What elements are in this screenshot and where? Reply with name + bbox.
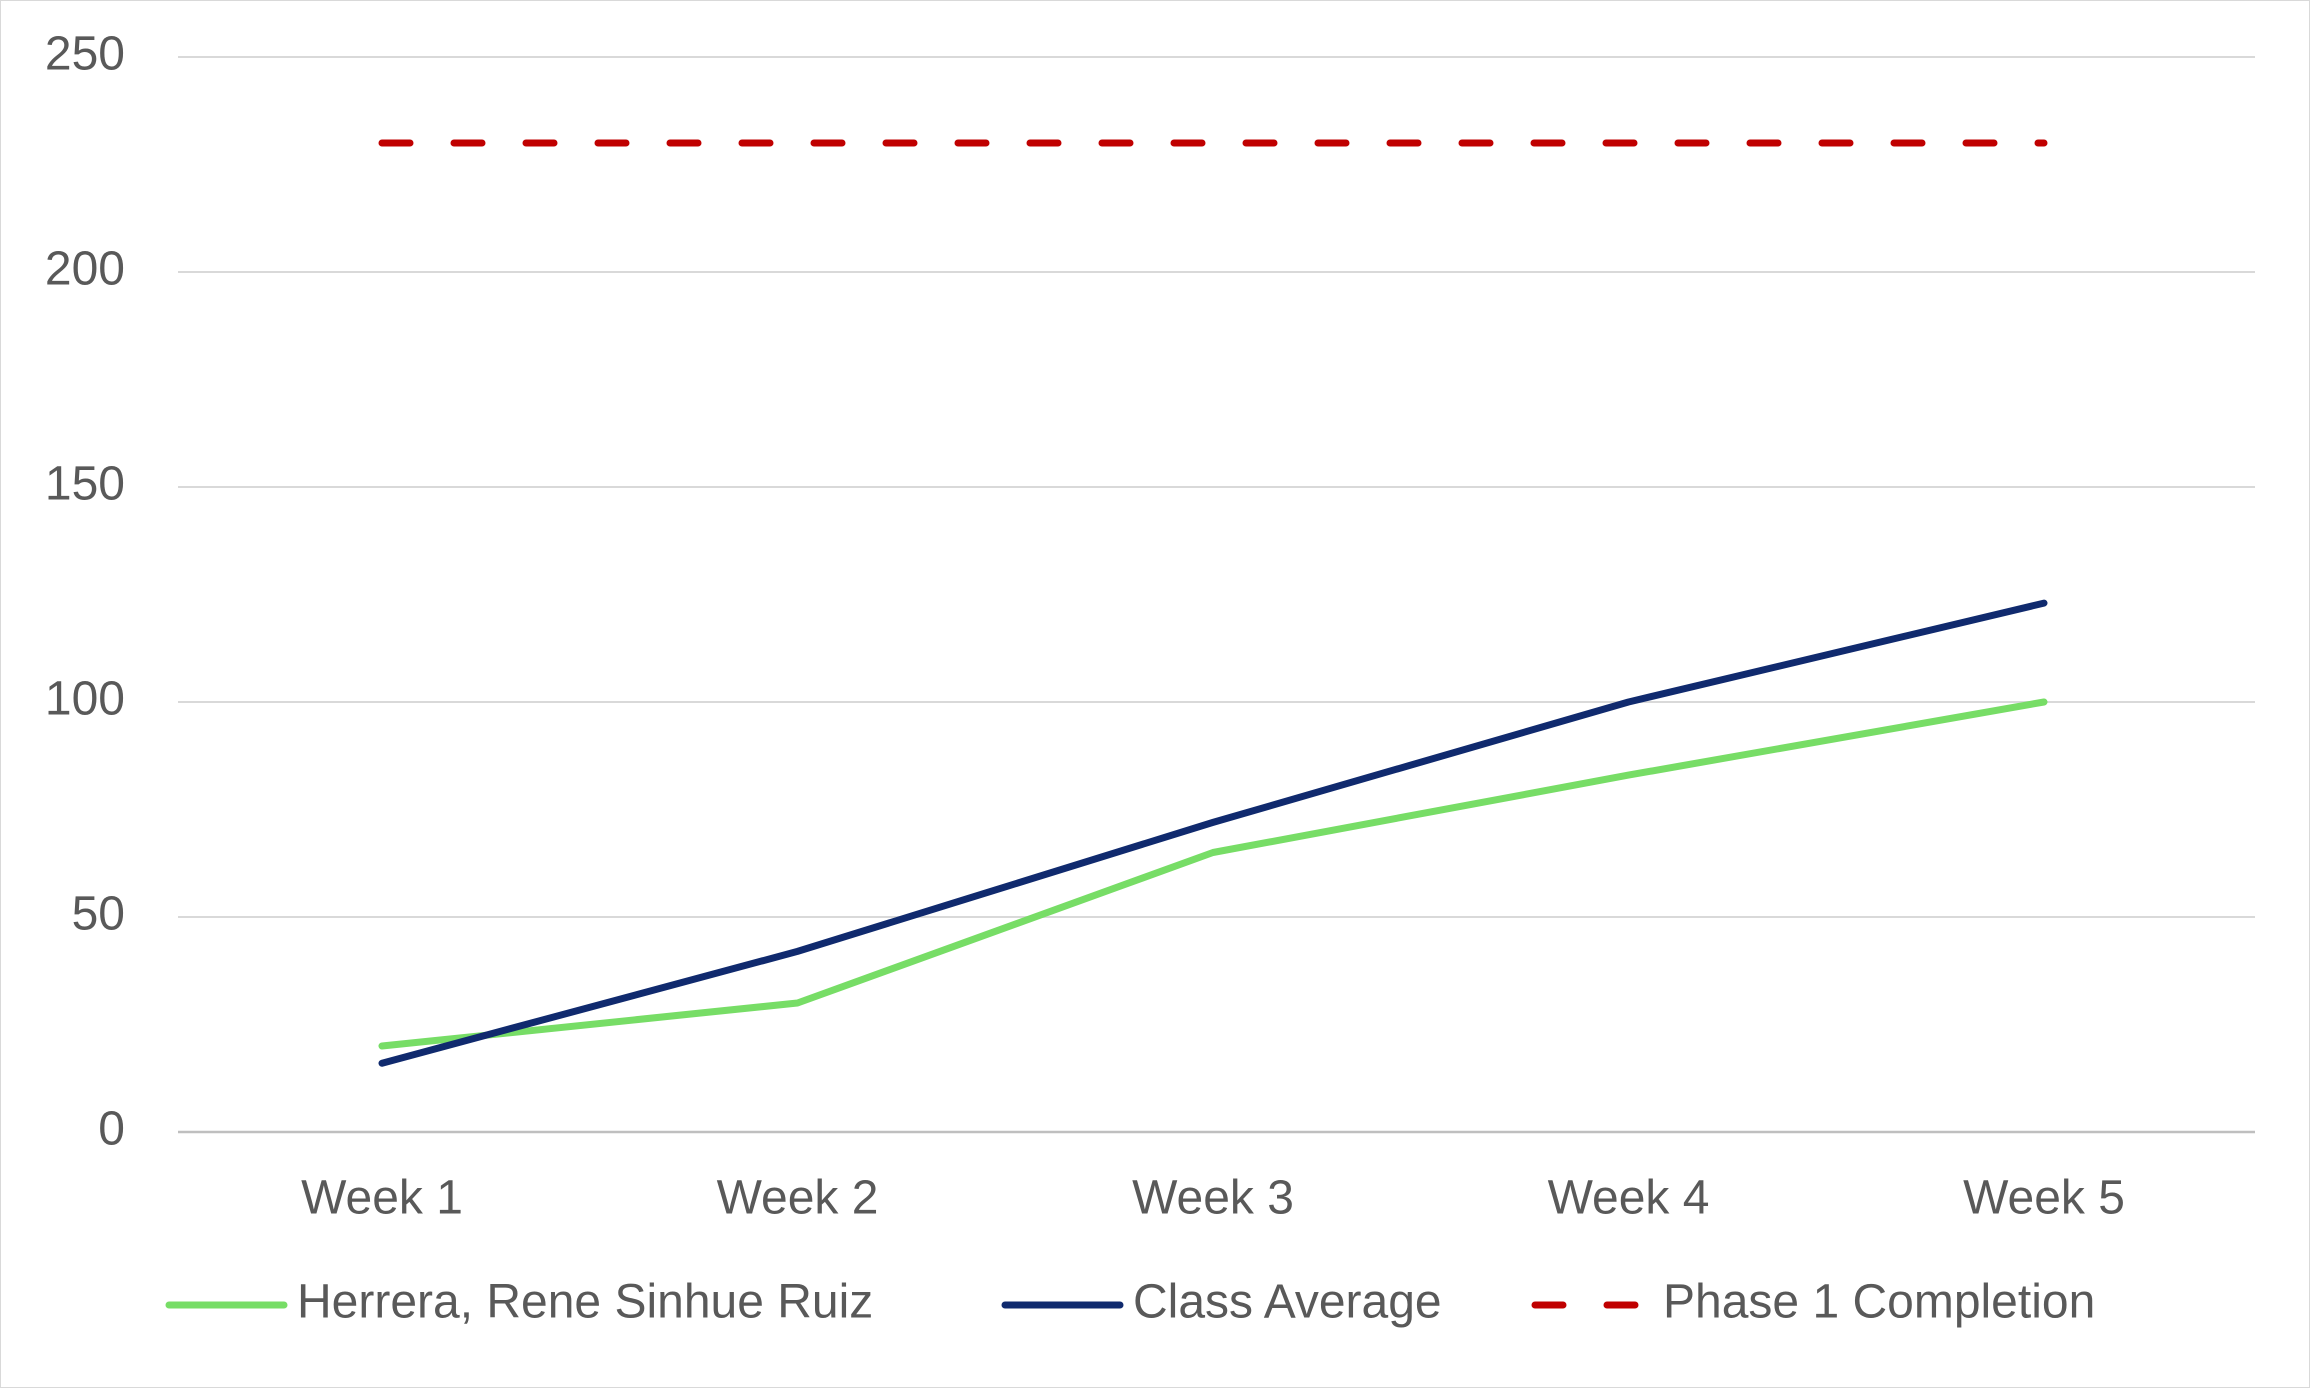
x-tick-label: Week 1 xyxy=(301,1172,463,1225)
y-tick-label: 150 xyxy=(45,458,125,511)
x-tick-label: Week 5 xyxy=(1963,1172,2125,1225)
legend-label: Class Average xyxy=(1133,1276,1442,1329)
y-tick-label: 50 xyxy=(72,888,125,941)
x-tick-label: Week 2 xyxy=(717,1172,879,1225)
legend: Herrera, Rene Sinhue Ruiz Class Average Ph… xyxy=(165,1276,2095,1329)
series-line-1 xyxy=(378,698,2048,1050)
y-tick-label: 0 xyxy=(98,1103,125,1156)
y-tick-label: 100 xyxy=(45,673,125,726)
x-axis-tick-labels: Week 1 Week 2 Week 3 Week 4 Week 5 xyxy=(301,1172,2125,1225)
x-tick-label: Week 4 xyxy=(1548,1172,1710,1225)
y-tick-label: 200 xyxy=(45,243,125,296)
series-line-2 xyxy=(378,599,2048,1067)
x-tick-label: Week 3 xyxy=(1132,1172,1294,1225)
series-lines xyxy=(378,139,2048,1067)
gridlines xyxy=(178,56,2255,1134)
legend-label: Phase 1 Completion xyxy=(1663,1276,2095,1329)
legend-label: Herrera, Rene Sinhue Ruiz xyxy=(297,1276,873,1329)
y-tick-label: 250 xyxy=(45,28,125,81)
y-axis-tick-labels: 0 50 100 150 200 250 xyxy=(45,28,125,1156)
